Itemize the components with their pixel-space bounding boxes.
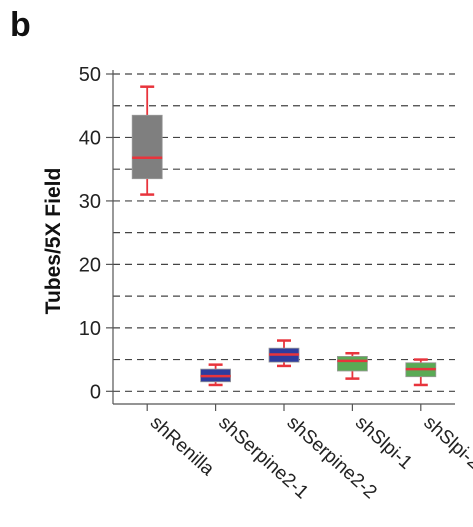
iqr-box xyxy=(336,356,368,372)
box-shSerpine2-2 xyxy=(268,339,300,368)
x-tick-label: shRenilla xyxy=(146,412,218,480)
x-tick-label: shSlpi-1 xyxy=(351,412,416,474)
y-axis-label: Tubes/5X Field xyxy=(42,168,65,315)
box-shSlpi-1 xyxy=(336,351,368,380)
box-shSlpi-2 xyxy=(405,358,437,387)
panel-label: b xyxy=(10,6,31,44)
y-tick-label: 50 xyxy=(79,64,101,86)
boxes xyxy=(131,85,437,387)
box-shSerpine2-1 xyxy=(200,363,232,387)
box-shRenilla xyxy=(131,85,163,196)
iqr-box xyxy=(131,114,163,180)
y-tick-label: 0 xyxy=(90,381,101,403)
y-tick-label: 10 xyxy=(79,318,101,340)
y-tick-label: 30 xyxy=(79,191,101,213)
y-tick-label: 20 xyxy=(79,254,101,276)
y-tick-label: 40 xyxy=(79,127,101,149)
x-tick-label: shSlpi-2 xyxy=(419,412,473,474)
